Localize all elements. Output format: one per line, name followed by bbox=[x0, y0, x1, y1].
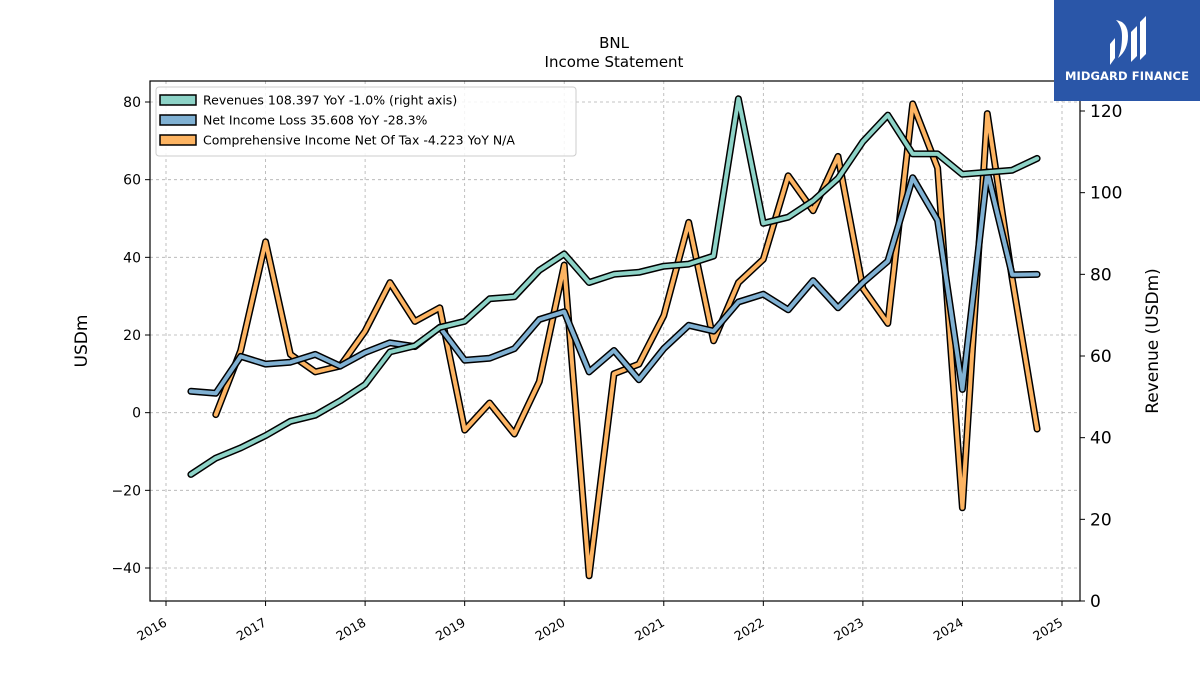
series-line bbox=[188, 169, 1040, 396]
y-tick-label: −20 bbox=[111, 483, 141, 499]
y-tick-label: 80 bbox=[123, 95, 141, 111]
series-revenues bbox=[187, 95, 1041, 478]
legend-box bbox=[155, 86, 577, 157]
x-tick-label: 2023 bbox=[831, 615, 866, 644]
series-outline bbox=[187, 168, 1041, 397]
y2-tick-label: 100 bbox=[1090, 184, 1122, 204]
y-tick-label: 20 bbox=[123, 328, 141, 344]
plot-frame bbox=[149, 80, 1081, 602]
x-tick-label: 2017 bbox=[234, 615, 269, 644]
chart-title: BNL bbox=[599, 34, 630, 52]
y-axis-left: −40 −20 0 20 40 60 80 bbox=[111, 95, 150, 577]
legend-swatch bbox=[159, 134, 197, 146]
legend-label: Revenues 108.397 YoY -1.0% (right axis) bbox=[203, 93, 457, 108]
y-tick-label: 60 bbox=[123, 173, 141, 189]
legend-label: Comprehensive Income Net Of Tax -4.223 Y… bbox=[203, 133, 515, 148]
y-tick-label: −40 bbox=[111, 561, 141, 577]
y2-axis-label: Revenue (USDm) bbox=[1143, 268, 1163, 414]
y-tick-label: 0 bbox=[132, 406, 141, 422]
series-net-income-loss bbox=[187, 168, 1041, 397]
chart-subtitle: Income Statement bbox=[545, 53, 684, 71]
y2-tick-label: 0 bbox=[1090, 592, 1101, 612]
x-axis: 2016 2017 2018 2019 2020 2021 2022 2023 2024 2025 bbox=[134, 601, 1065, 644]
x-tick-label: 2016 bbox=[134, 615, 169, 644]
x-tick-label: 2021 bbox=[632, 615, 667, 644]
y-axis-label: USDm bbox=[72, 315, 92, 368]
y2-tick-label: 40 bbox=[1090, 429, 1112, 449]
legend: Revenues 108.397 YoY -1.0% (right axis) N… bbox=[155, 86, 577, 157]
legend-label: Net Income Loss 35.608 YoY -28.3% bbox=[203, 113, 428, 128]
y2-tick-label: 120 bbox=[1090, 102, 1122, 122]
y2-tick-label: 20 bbox=[1090, 510, 1112, 530]
midgard-finance-logo: MIDGARD FINANCE bbox=[1054, 0, 1200, 101]
x-tick-label: 2024 bbox=[931, 615, 966, 644]
logo-mark-icon bbox=[1110, 16, 1146, 65]
y2-tick-label: 60 bbox=[1090, 347, 1112, 367]
series-line bbox=[188, 96, 1040, 477]
legend-swatch bbox=[159, 114, 197, 126]
grid bbox=[150, 81, 1080, 601]
y-axis-right: 0 20 40 60 80 100 120 bbox=[1080, 102, 1122, 612]
x-tick-label: 2025 bbox=[1030, 615, 1065, 644]
y2-tick-label: 80 bbox=[1090, 265, 1112, 285]
x-tick-label: 2020 bbox=[532, 615, 567, 644]
legend-swatch bbox=[159, 94, 197, 106]
series-layer bbox=[187, 95, 1041, 580]
y-tick-label: 40 bbox=[123, 250, 141, 266]
logo-text: MIDGARD FINANCE bbox=[1064, 69, 1190, 83]
x-tick-label: 2018 bbox=[333, 615, 368, 644]
x-tick-label: 2019 bbox=[433, 615, 468, 644]
x-tick-label: 2022 bbox=[732, 615, 767, 644]
